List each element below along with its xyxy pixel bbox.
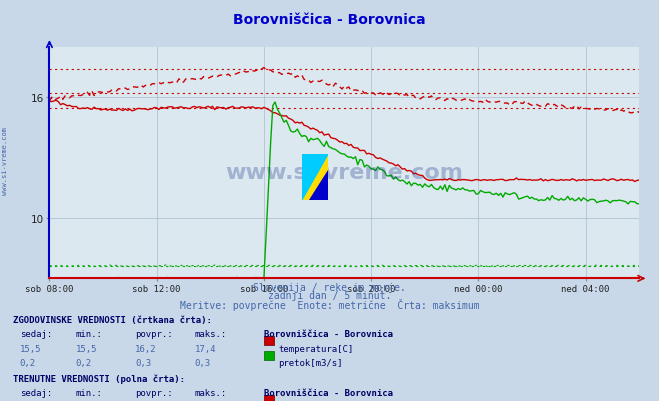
Text: Borovniščica - Borovnica: Borovniščica - Borovnica — [264, 388, 393, 397]
Polygon shape — [302, 154, 328, 200]
Text: 15,5: 15,5 — [76, 344, 98, 353]
Text: zadnji dan / 5 minut.: zadnji dan / 5 minut. — [268, 291, 391, 301]
Text: pretok[m3/s]: pretok[m3/s] — [278, 358, 343, 367]
Text: povpr.:: povpr.: — [135, 388, 173, 397]
Text: Slovenija / reke in morje.: Slovenija / reke in morje. — [253, 283, 406, 293]
Text: 15,5: 15,5 — [20, 344, 42, 353]
Text: min.:: min.: — [76, 329, 103, 338]
Text: 0,2: 0,2 — [76, 358, 92, 367]
Text: 17,4: 17,4 — [194, 344, 216, 353]
Text: Borovniščica - Borovnica: Borovniščica - Borovnica — [264, 329, 393, 338]
Text: min.:: min.: — [76, 388, 103, 397]
Text: maks.:: maks.: — [194, 388, 227, 397]
Text: Borovniščica - Borovnica: Borovniščica - Borovnica — [233, 13, 426, 27]
Text: temperatura[C]: temperatura[C] — [278, 344, 353, 353]
Text: www.si-vreme.com: www.si-vreme.com — [2, 126, 9, 194]
Polygon shape — [309, 170, 328, 200]
Text: 16,2: 16,2 — [135, 344, 157, 353]
Text: www.si-vreme.com: www.si-vreme.com — [225, 163, 463, 182]
Text: 0,3: 0,3 — [135, 358, 151, 367]
Text: sedaj:: sedaj: — [20, 388, 52, 397]
Text: TRENUTNE VREDNOSTI (polna črta):: TRENUTNE VREDNOSTI (polna črta): — [13, 374, 185, 383]
Text: povpr.:: povpr.: — [135, 329, 173, 338]
Text: 0,2: 0,2 — [20, 358, 36, 367]
Polygon shape — [302, 154, 328, 200]
Text: sedaj:: sedaj: — [20, 329, 52, 338]
Text: 0,3: 0,3 — [194, 358, 210, 367]
Text: maks.:: maks.: — [194, 329, 227, 338]
Text: Meritve: povprečne  Enote: metrične  Črta: maksimum: Meritve: povprečne Enote: metrične Črta:… — [180, 299, 479, 311]
Text: ZGODOVINSKE VREDNOSTI (črtkana črta):: ZGODOVINSKE VREDNOSTI (črtkana črta): — [13, 315, 212, 324]
